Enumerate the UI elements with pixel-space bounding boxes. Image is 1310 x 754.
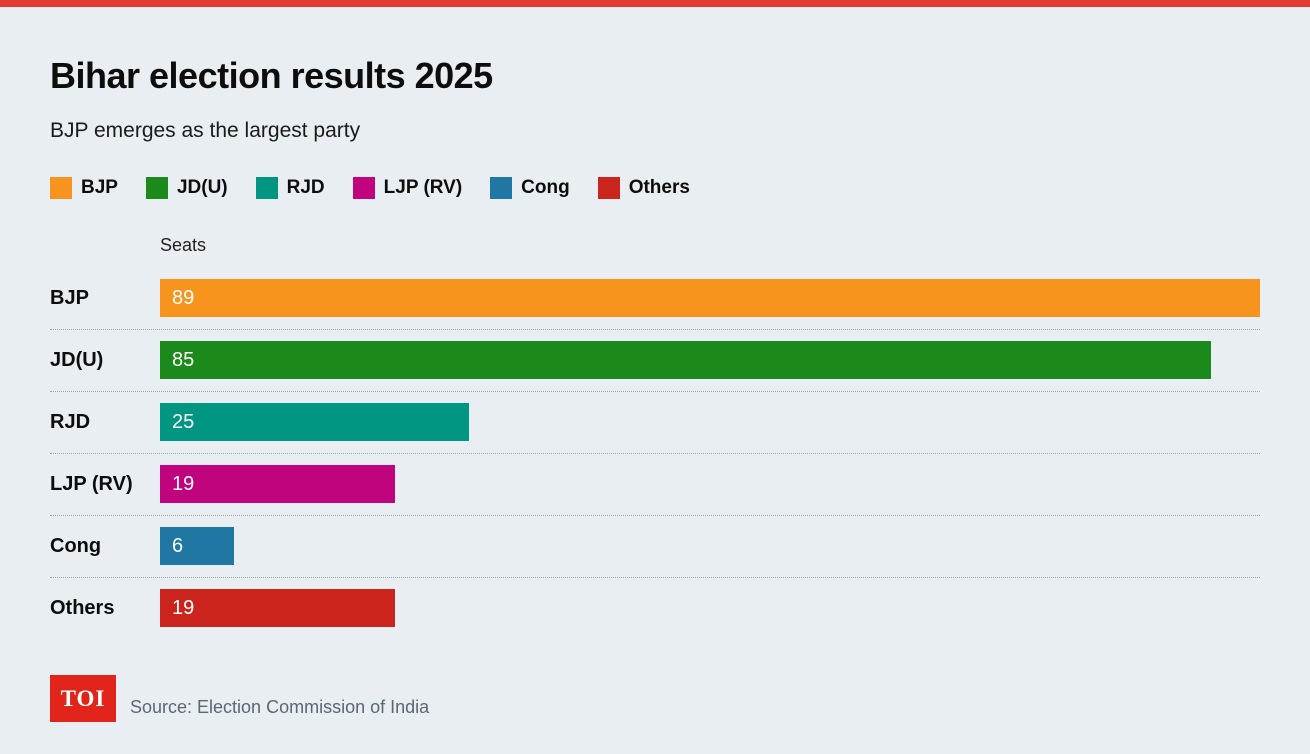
footer: TOI Source: Election Commission of India: [50, 675, 1260, 722]
bar: 19: [160, 465, 395, 503]
legend-swatch-icon: [145, 177, 168, 199]
source-text: Source: Election Commission of India: [130, 697, 430, 717]
chart-title: Bihar election results 2025: [50, 55, 493, 96]
bar-value-label: 25: [172, 410, 195, 433]
bar-row-label: Cong: [50, 534, 102, 557]
bar-row: RJD 25: [50, 392, 1260, 454]
bar-track: 89: [160, 279, 1260, 317]
legend: BJP JD(U) RJD LJP (RV) Cong Others: [50, 177, 1260, 199]
legend-swatch-icon: [255, 177, 278, 199]
bar-value-label: 85: [172, 348, 195, 371]
legend-label: Cong: [521, 177, 570, 198]
bar-chart: BJP 89 JD(U) 85 RJD 25 LJP (RV) 19 Cong 6 Others 19: [50, 268, 1260, 639]
chart-page: Bihar election results 2025 BJP emerges …: [0, 7, 1310, 722]
bar-row: Others 19: [50, 578, 1260, 639]
bar-value-label: 19: [172, 596, 195, 619]
legend-item: BJP: [50, 177, 118, 199]
legend-swatch-icon: [50, 177, 72, 199]
legend-swatch-icon: [490, 177, 513, 199]
bar-track: 85: [160, 341, 1260, 379]
bar-row-label: JD(U): [50, 348, 104, 371]
bar-row-label: LJP (RV): [50, 472, 133, 495]
legend-item: Others: [597, 177, 690, 199]
bar-track: 19: [160, 589, 1260, 627]
legend-item: LJP (RV): [352, 177, 463, 199]
bar-row-label: RJD: [50, 410, 91, 433]
bar-row: LJP (RV) 19: [50, 454, 1260, 516]
chart-subtitle: BJP emerges as the largest party: [50, 119, 361, 142]
bar: 19: [160, 589, 395, 627]
bar-value-label: 19: [172, 472, 195, 495]
legend-label: LJP (RV): [383, 177, 463, 198]
bar-track: 6: [160, 527, 1260, 565]
bar-row: Cong 6: [50, 516, 1260, 578]
bar-row: JD(U) 85: [50, 330, 1260, 392]
legend-label: BJP: [81, 177, 118, 198]
legend-label: Others: [628, 177, 690, 198]
legend-label: RJD: [286, 177, 325, 198]
bar: 25: [160, 403, 469, 441]
legend-item: JD(U): [145, 177, 228, 199]
bar-value-label: 6: [172, 534, 184, 557]
legend-label: JD(U): [176, 177, 228, 198]
bar-row-label: BJP: [50, 286, 89, 309]
bar-row-label: Others: [50, 596, 115, 619]
bar: 6: [160, 527, 235, 565]
legend-swatch-icon: [597, 177, 620, 199]
bar: 85: [160, 341, 1211, 379]
bar-row: BJP 89: [50, 268, 1260, 330]
legend-swatch-icon: [352, 177, 375, 199]
axis-label-seats: Seats: [160, 235, 207, 255]
bar-track: 19: [160, 465, 1260, 503]
bar: 89: [160, 279, 1260, 317]
bar-track: 25: [160, 403, 1260, 441]
toi-logo: TOI: [50, 675, 116, 722]
bar-value-label: 89: [172, 286, 195, 309]
top-accent-strip: [0, 0, 1310, 7]
legend-item: Cong: [490, 177, 570, 199]
legend-item: RJD: [255, 177, 325, 199]
